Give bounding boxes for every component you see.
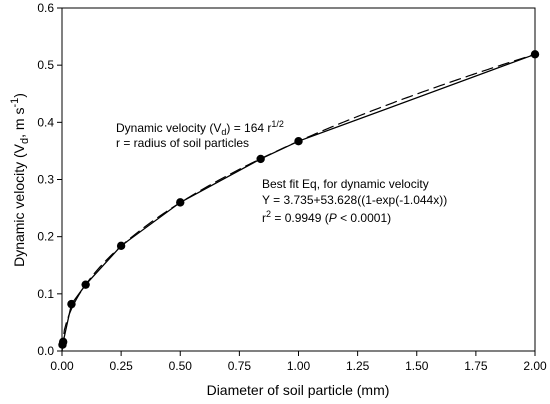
fit-r2: r2 = 0.9949 (P < 0.0001) [262,209,391,225]
y-tick-label: 0.0 [37,344,54,358]
data-point [530,50,540,59]
x-tick-label: 1.50 [405,359,429,373]
data-points [58,50,540,349]
y-axis-title: Dynamic velocity (Vd, m s-1) [9,93,31,267]
y-tick-label: 0.2 [37,230,54,244]
y-tick-label: 0.5 [37,58,54,72]
data-point [58,337,68,347]
data-point [294,136,303,146]
eq1-annotation: Dynamic velocity (Vd) = 164 r1/2 [116,119,284,137]
x-tick-label: 0.25 [109,359,133,373]
y-tick-label: 0.1 [37,287,54,301]
data-point [67,299,76,309]
y-axis-ticks: 0.0 0.1 0.2 0.3 0.4 0.5 0.6 [37,1,62,358]
fit-title: Best fit Eq, for dynamic velocity [262,177,429,191]
x-axis-title: Diameter of soil particle (mm) [207,382,390,398]
data-point [81,280,90,289]
eq1-note: r = radius of soil particles [116,136,249,150]
x-tick-label: 0.75 [228,359,252,373]
y-tick-label: 0.4 [37,115,54,129]
y-tick-label: 0.6 [37,1,54,15]
x-tick-label: 2.00 [523,359,547,373]
data-point [176,198,185,207]
x-axis-ticks: 0.00 0.25 0.50 0.75 1.00 1.25 1.50 1.75 2.00 [50,351,547,373]
fit-equation: Y = 3.735+53.628((1-exp(-1.044x)) [262,193,447,207]
y-tick-label: 0.3 [37,173,54,187]
x-tick-label: 1.25 [346,359,370,373]
data-point [256,154,265,164]
x-tick-label: 1.00 [287,359,311,373]
x-tick-label: 1.75 [464,359,488,373]
x-tick-label: 0.00 [50,359,74,373]
x-tick-label: 0.50 [169,359,193,373]
data-point [116,241,126,251]
